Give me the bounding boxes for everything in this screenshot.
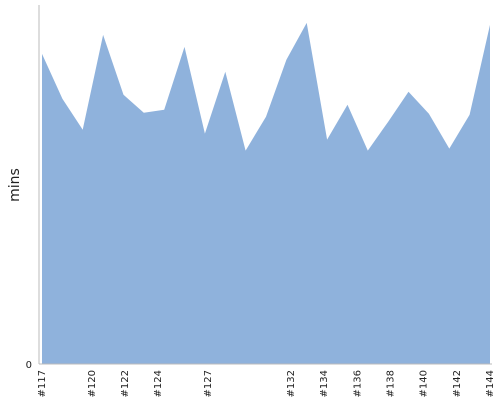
data-point [122, 93, 126, 97]
data-point [40, 52, 44, 56]
data-point [325, 138, 329, 142]
data-point [81, 128, 85, 132]
x-tick-label: #144 [485, 370, 496, 397]
data-point [223, 70, 227, 74]
area-series [42, 22, 490, 365]
y-tick-label-0: 0 [26, 360, 32, 371]
x-tick-label: #140 [419, 370, 430, 397]
x-tick-label: #120 [87, 370, 98, 397]
data-point [305, 21, 309, 25]
data-point [407, 90, 411, 94]
data-point [264, 115, 268, 119]
x-tick-label: #132 [286, 370, 297, 397]
x-tick-label: #138 [385, 370, 396, 397]
data-point [183, 45, 187, 49]
x-tick-label: #117 [37, 370, 48, 397]
data-point [203, 132, 207, 136]
data-point [284, 58, 288, 62]
data-point [386, 120, 390, 124]
data-point [142, 111, 146, 115]
data-point [101, 33, 105, 37]
plot-area [40, 21, 492, 365]
data-point [366, 149, 370, 153]
x-tick-labels: #117 #120 #122 #124 #127 #132 #134 #136 #138 #140… [37, 370, 496, 397]
data-point [244, 149, 248, 153]
x-tick-label: #124 [153, 370, 164, 397]
data-point [60, 97, 64, 101]
x-tick-label: #127 [203, 370, 214, 397]
x-tick-label: #136 [352, 370, 363, 397]
x-tick-label: #134 [319, 370, 330, 397]
x-tick-label: #122 [120, 370, 131, 397]
data-point [427, 112, 431, 116]
data-point [162, 108, 166, 112]
data-point [447, 147, 451, 151]
y-axis-title: mins [7, 168, 23, 202]
x-tick-label: #142 [452, 370, 463, 397]
data-point [346, 103, 350, 107]
data-point [468, 113, 472, 117]
data-point [488, 23, 492, 27]
